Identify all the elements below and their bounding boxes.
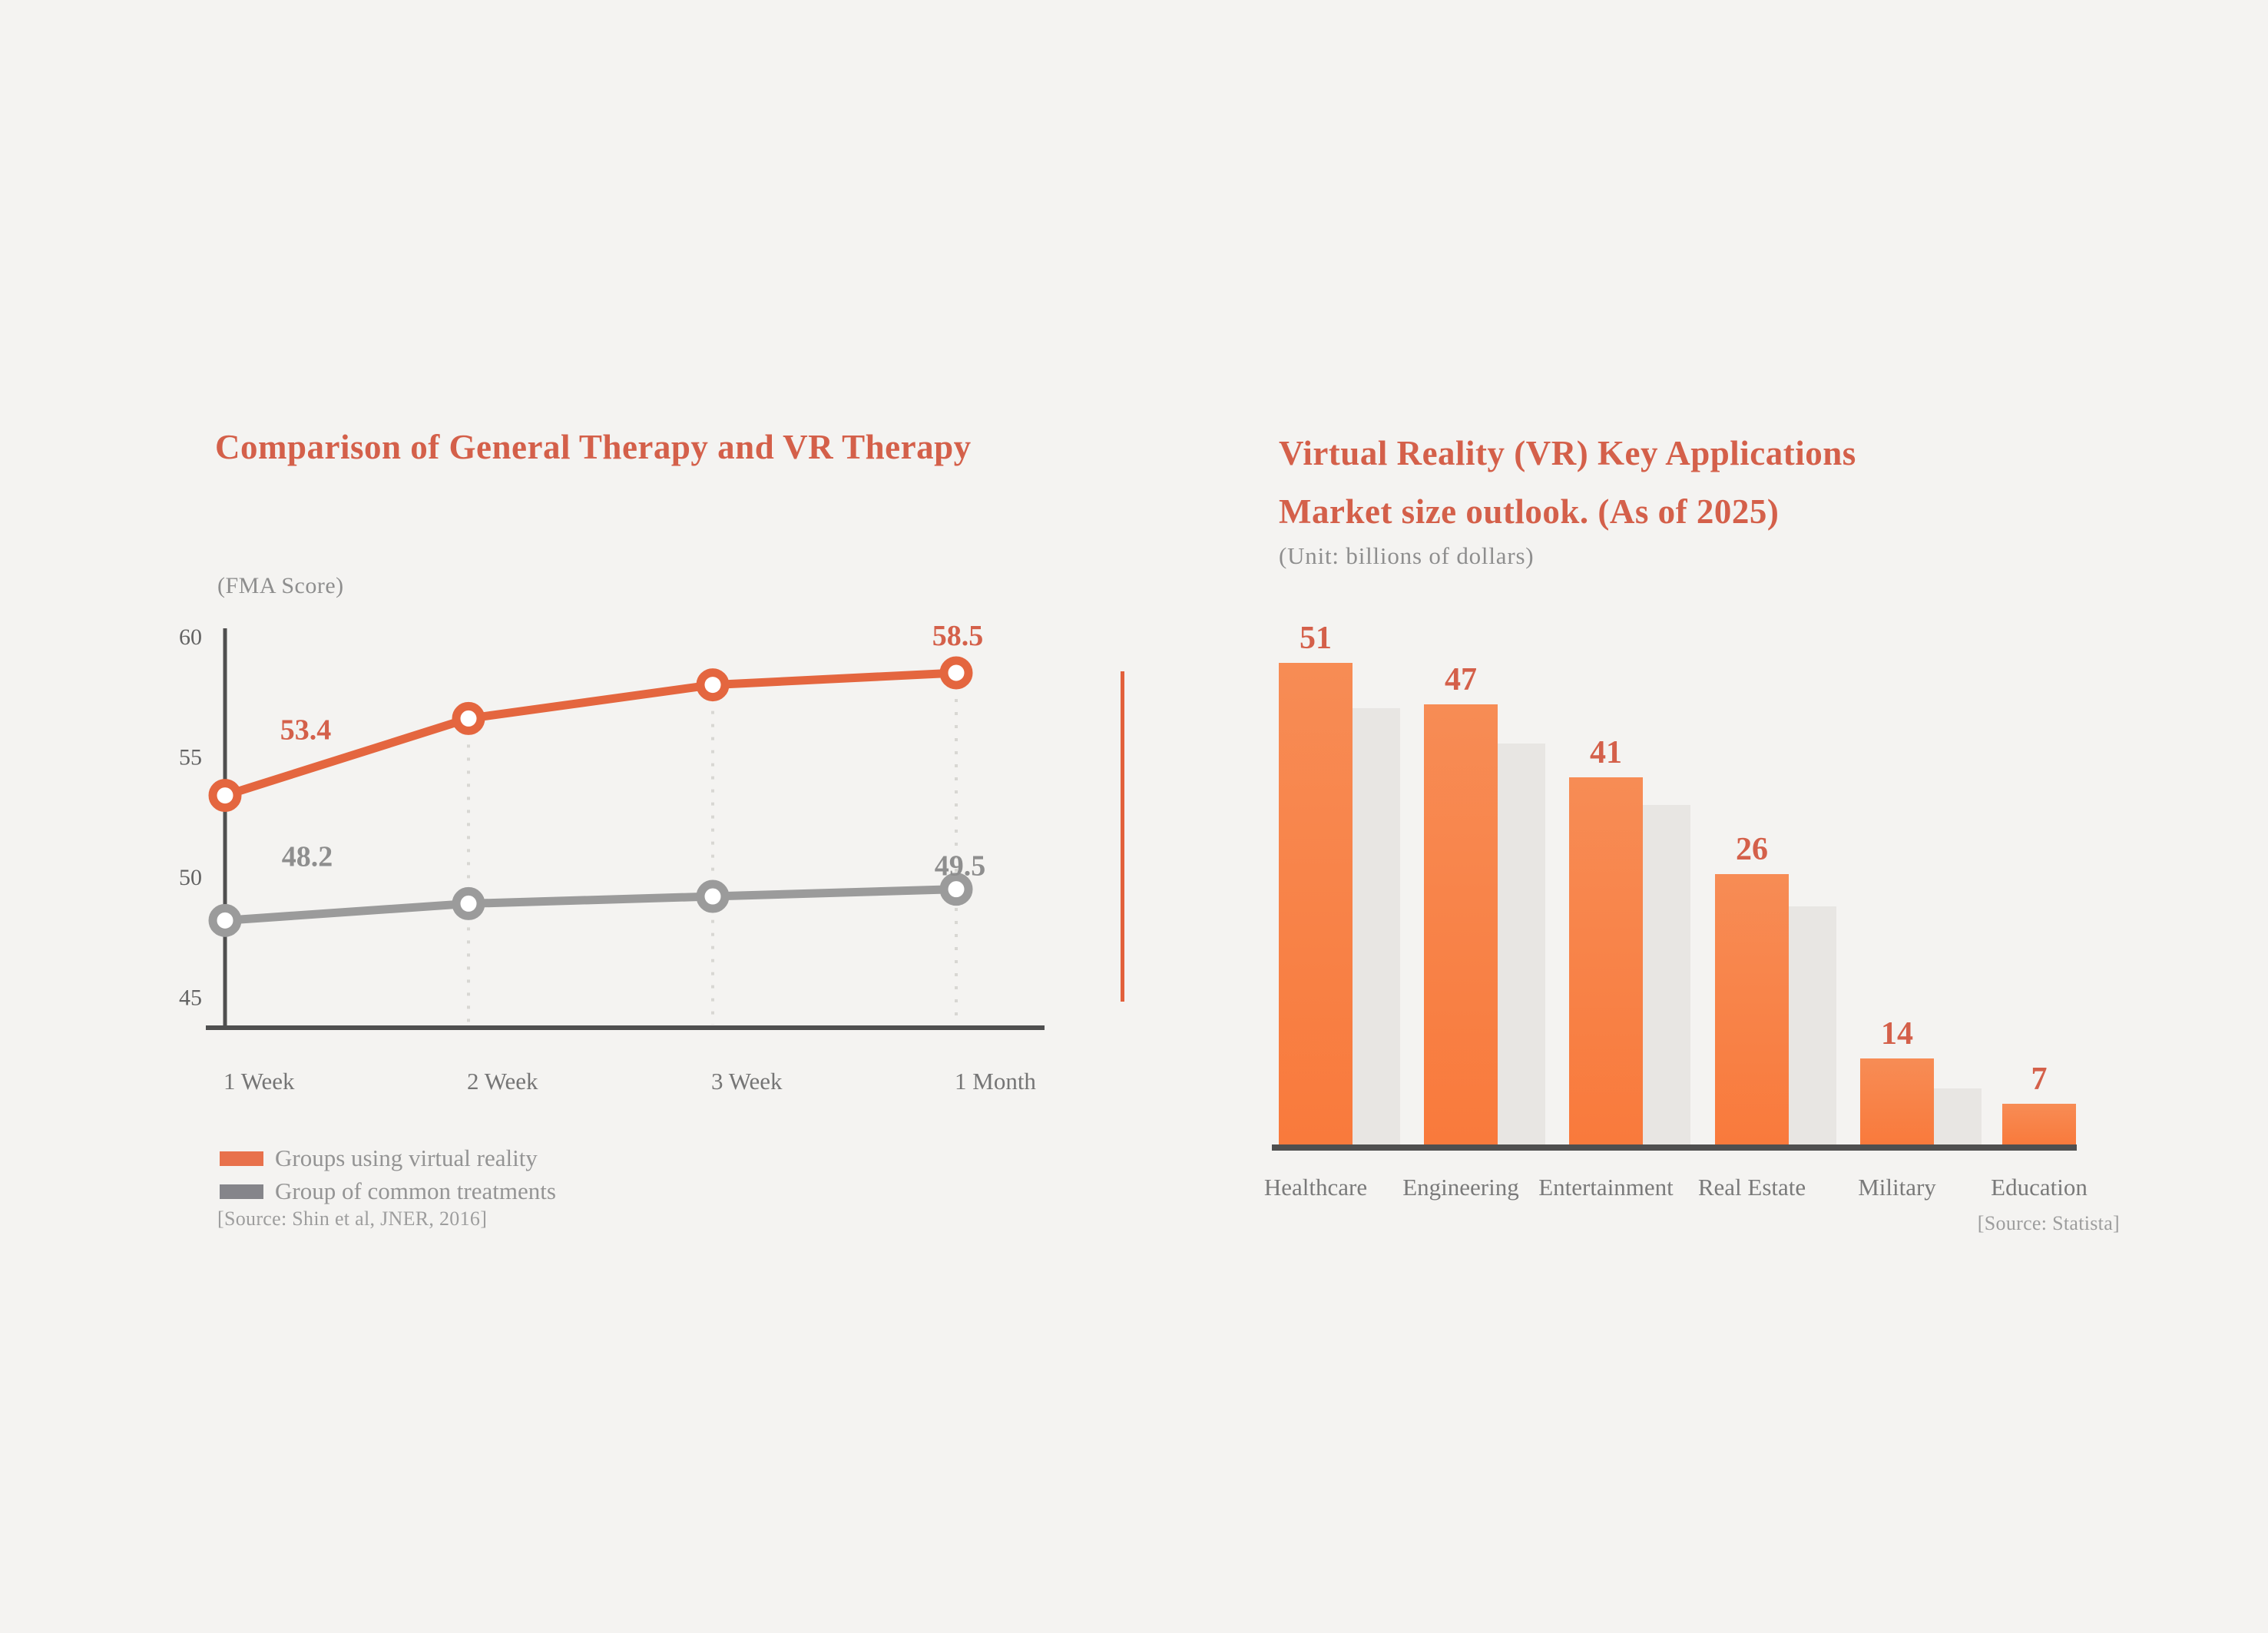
legend-swatch-vr-icon <box>220 1151 263 1166</box>
x-tick-2: 2 Week <box>467 1068 538 1095</box>
bar-value-14: 14 <box>1881 1016 1913 1052</box>
bar-category-engineering: Engineering <box>1402 1174 1519 1201</box>
marker-common-1 <box>208 903 242 937</box>
right-chart-source: [Source: Statista] <box>1977 1212 2120 1234</box>
bar-military <box>1860 1058 1934 1144</box>
left-chart-unit-label: (FMA Score) <box>217 573 344 598</box>
series-line-vr <box>223 668 957 800</box>
bar-value-51: 51 <box>1300 621 1332 656</box>
bar-category-military: Military <box>1858 1174 1936 1201</box>
bar-category-entertainment: Entertainment <box>1538 1174 1674 1201</box>
bar-engineering <box>1424 704 1498 1144</box>
right-chart-title-line2: Market size outlook. (As of 2025) <box>1279 492 1780 531</box>
marker-vr-3 <box>696 668 730 702</box>
marker-vr-4 <box>939 656 973 690</box>
bar-value-47: 47 <box>1445 662 1477 697</box>
legend-label-common: Group of common treatments <box>275 1178 556 1204</box>
bar-shadow-real-estate <box>1789 906 1836 1144</box>
section-divider <box>1121 671 1124 1002</box>
bar-healthcare <box>1279 663 1353 1144</box>
bar-shadow-military <box>1934 1088 1982 1144</box>
x-tick-4: 1 Month <box>955 1068 1036 1095</box>
marker-common-4 <box>939 873 973 906</box>
marker-vr-1 <box>208 779 242 813</box>
bar-value-26: 26 <box>1736 832 1768 867</box>
bar-shadow-healthcare <box>1353 708 1400 1144</box>
legend-row-common: Group of common treatments <box>220 1178 556 1205</box>
y-tick-55: 55 <box>179 745 202 770</box>
bar-shadow-entertainment <box>1643 805 1690 1144</box>
right-chart-subtitle: (Unit: billions of dollars) <box>1279 542 1535 569</box>
left-chart-title: Comparison of General Therapy and VR The… <box>215 428 972 466</box>
bar-chart-baseline <box>1272 1144 2077 1151</box>
right-chart-title-line1: Virtual Reality (VR) Key Applications <box>1279 434 1856 472</box>
bar-value-7: 7 <box>2031 1062 2048 1097</box>
bar-education <box>2002 1104 2076 1144</box>
left-chart-source: [Source: Shin et al, JNER, 2016] <box>217 1207 488 1230</box>
value-label-58.5: 58.5 <box>932 620 984 652</box>
bar-entertainment <box>1569 777 1643 1144</box>
marker-vr-2 <box>452 701 485 735</box>
right-chart-title: Virtual Reality (VR) Key Applications Ma… <box>1279 424 1856 541</box>
bar-value-41: 41 <box>1590 735 1622 770</box>
y-tick-45: 45 <box>179 985 202 1011</box>
x-tick-3: 3 Week <box>711 1068 783 1095</box>
bar-real-estate <box>1715 874 1789 1144</box>
bar-category-education: Education <box>1991 1174 2088 1201</box>
x-tick-1: 1 Week <box>223 1068 295 1095</box>
legend-label-vr: Groups using virtual reality <box>275 1144 538 1171</box>
marker-common-2 <box>452 886 485 920</box>
legend-swatch-common-icon <box>220 1184 263 1199</box>
legend-row-vr: Groups using virtual reality <box>220 1144 556 1172</box>
bar-shadow-engineering <box>1498 744 1545 1144</box>
value-label-53.4: 53.4 <box>280 714 332 747</box>
bar-category-real-estate: Real Estate <box>1697 1174 1806 1201</box>
value-label-48.2: 48.2 <box>282 840 333 873</box>
value-label-49.5: 49.5 <box>935 850 986 883</box>
series-line-common <box>224 885 957 925</box>
line-chart-legend: Groups using virtual reality Group of co… <box>220 1144 556 1205</box>
bar-category-healthcare: Healthcare <box>1263 1174 1368 1201</box>
y-tick-60: 60 <box>179 624 202 650</box>
marker-common-3 <box>696 879 730 913</box>
y-tick-50: 50 <box>179 865 202 890</box>
